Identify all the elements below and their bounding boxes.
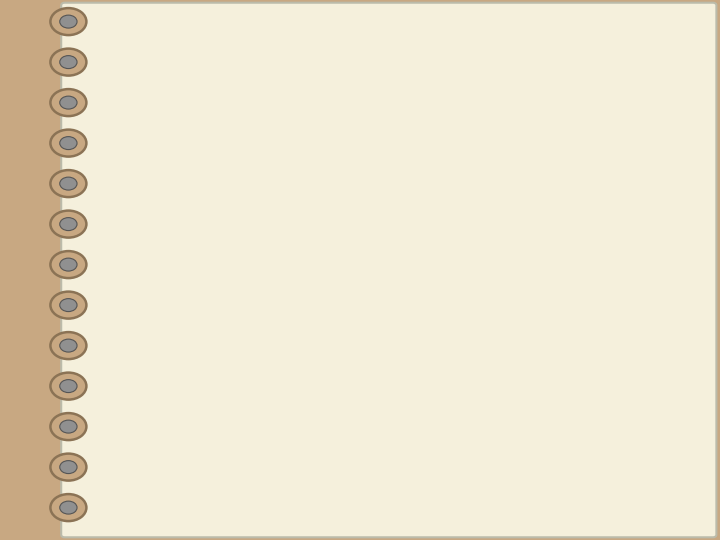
Text: Vegetative protozoa: Vegetative protozoa	[433, 275, 545, 285]
Text: bacteria: bacteria	[471, 451, 514, 462]
Text: Viruses without envelopes: Viruses without envelopes	[416, 408, 562, 417]
Text: Cysts of protozoa: Cysts of protozoa	[441, 231, 538, 241]
Text: Most Resistant: Most Resistant	[198, 83, 280, 93]
Text: Microbial Characteristics and: Microbial Characteristics and	[95, 29, 582, 58]
Polygon shape	[202, 99, 276, 483]
Text: Endospores of bacteria: Endospores of bacteria	[426, 143, 553, 153]
Text: Figure 7.11: Figure 7.11	[645, 528, 696, 537]
FancyBboxPatch shape	[300, 315, 679, 334]
FancyBboxPatch shape	[300, 95, 679, 113]
FancyBboxPatch shape	[300, 491, 679, 510]
Text: Least Resistant: Least Resistant	[197, 512, 282, 523]
FancyBboxPatch shape	[300, 183, 679, 201]
Text: Fungi, including most fungal spore forms: Fungi, including most fungal spore forms	[376, 363, 603, 374]
Text: Viruses with lipid envelopes: Viruses with lipid envelopes	[412, 496, 567, 505]
FancyBboxPatch shape	[300, 139, 679, 158]
Text: bacteria: bacteria	[471, 320, 514, 329]
Text: Prions: Prions	[472, 99, 507, 109]
Text: Mycobacteria: Mycobacteria	[453, 187, 526, 197]
FancyBboxPatch shape	[300, 447, 679, 466]
FancyBboxPatch shape	[300, 403, 679, 422]
Text: Gram-positive: Gram-positive	[393, 451, 471, 462]
Polygon shape	[225, 483, 253, 497]
FancyBboxPatch shape	[300, 359, 679, 378]
FancyBboxPatch shape	[300, 271, 679, 289]
Text: Microbial Control: Microbial Control	[95, 60, 385, 89]
FancyBboxPatch shape	[300, 227, 679, 246]
Text: Gram-negative: Gram-negative	[389, 320, 471, 329]
